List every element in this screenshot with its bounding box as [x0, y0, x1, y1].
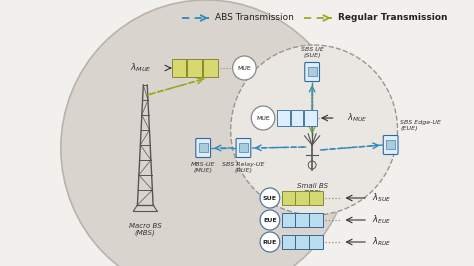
- FancyBboxPatch shape: [305, 63, 319, 81]
- Text: RUE: RUE: [263, 239, 277, 244]
- Text: SUE: SUE: [263, 196, 277, 201]
- Bar: [309, 213, 323, 227]
- Text: Macro BS
(MBS): Macro BS (MBS): [129, 223, 162, 236]
- Bar: [309, 191, 323, 205]
- Text: $\lambda_{MUE}$: $\lambda_{MUE}$: [130, 62, 152, 74]
- Text: Small BS
(SBS): Small BS (SBS): [297, 183, 328, 197]
- Bar: [386, 139, 395, 148]
- Text: MBS-UE
(MUE): MBS-UE (MUE): [191, 162, 215, 173]
- Bar: [295, 191, 309, 205]
- Text: SBS Edge-UE
(EUE): SBS Edge-UE (EUE): [401, 120, 441, 131]
- Text: Regular Transmission: Regular Transmission: [337, 14, 447, 23]
- Bar: [309, 235, 323, 249]
- Circle shape: [233, 56, 256, 80]
- Text: ABS Transmission: ABS Transmission: [215, 14, 294, 23]
- Circle shape: [260, 232, 280, 252]
- Text: MUE: MUE: [256, 115, 270, 120]
- Bar: [304, 110, 317, 126]
- Bar: [199, 143, 208, 152]
- Text: MUE: MUE: [237, 65, 251, 70]
- Text: EUE: EUE: [263, 218, 277, 222]
- Text: $\lambda_{EUE}$: $\lambda_{EUE}$: [372, 214, 391, 226]
- Bar: [295, 213, 309, 227]
- Bar: [188, 59, 202, 77]
- Bar: [239, 143, 248, 152]
- Circle shape: [260, 188, 280, 208]
- FancyBboxPatch shape: [236, 139, 251, 157]
- FancyBboxPatch shape: [383, 135, 398, 155]
- Bar: [282, 213, 295, 227]
- Circle shape: [251, 106, 275, 130]
- Bar: [172, 59, 186, 77]
- Bar: [295, 235, 309, 249]
- Bar: [282, 191, 295, 205]
- FancyBboxPatch shape: [196, 139, 210, 157]
- Bar: [291, 110, 303, 126]
- Bar: [203, 59, 218, 77]
- Bar: [282, 235, 295, 249]
- Text: $\lambda_{MUE}$: $\lambda_{MUE}$: [347, 112, 368, 124]
- Text: SBS UE
(SUE): SBS UE (SUE): [301, 47, 324, 58]
- Circle shape: [61, 0, 351, 266]
- Text: SBS Relay-UE
(RUE): SBS Relay-UE (RUE): [222, 162, 264, 173]
- Circle shape: [260, 210, 280, 230]
- Bar: [308, 66, 317, 76]
- Bar: [277, 110, 290, 126]
- Circle shape: [231, 45, 398, 215]
- Text: $\lambda_{SUE}$: $\lambda_{SUE}$: [372, 192, 391, 204]
- Text: $\lambda_{RUE}$: $\lambda_{RUE}$: [372, 236, 392, 248]
